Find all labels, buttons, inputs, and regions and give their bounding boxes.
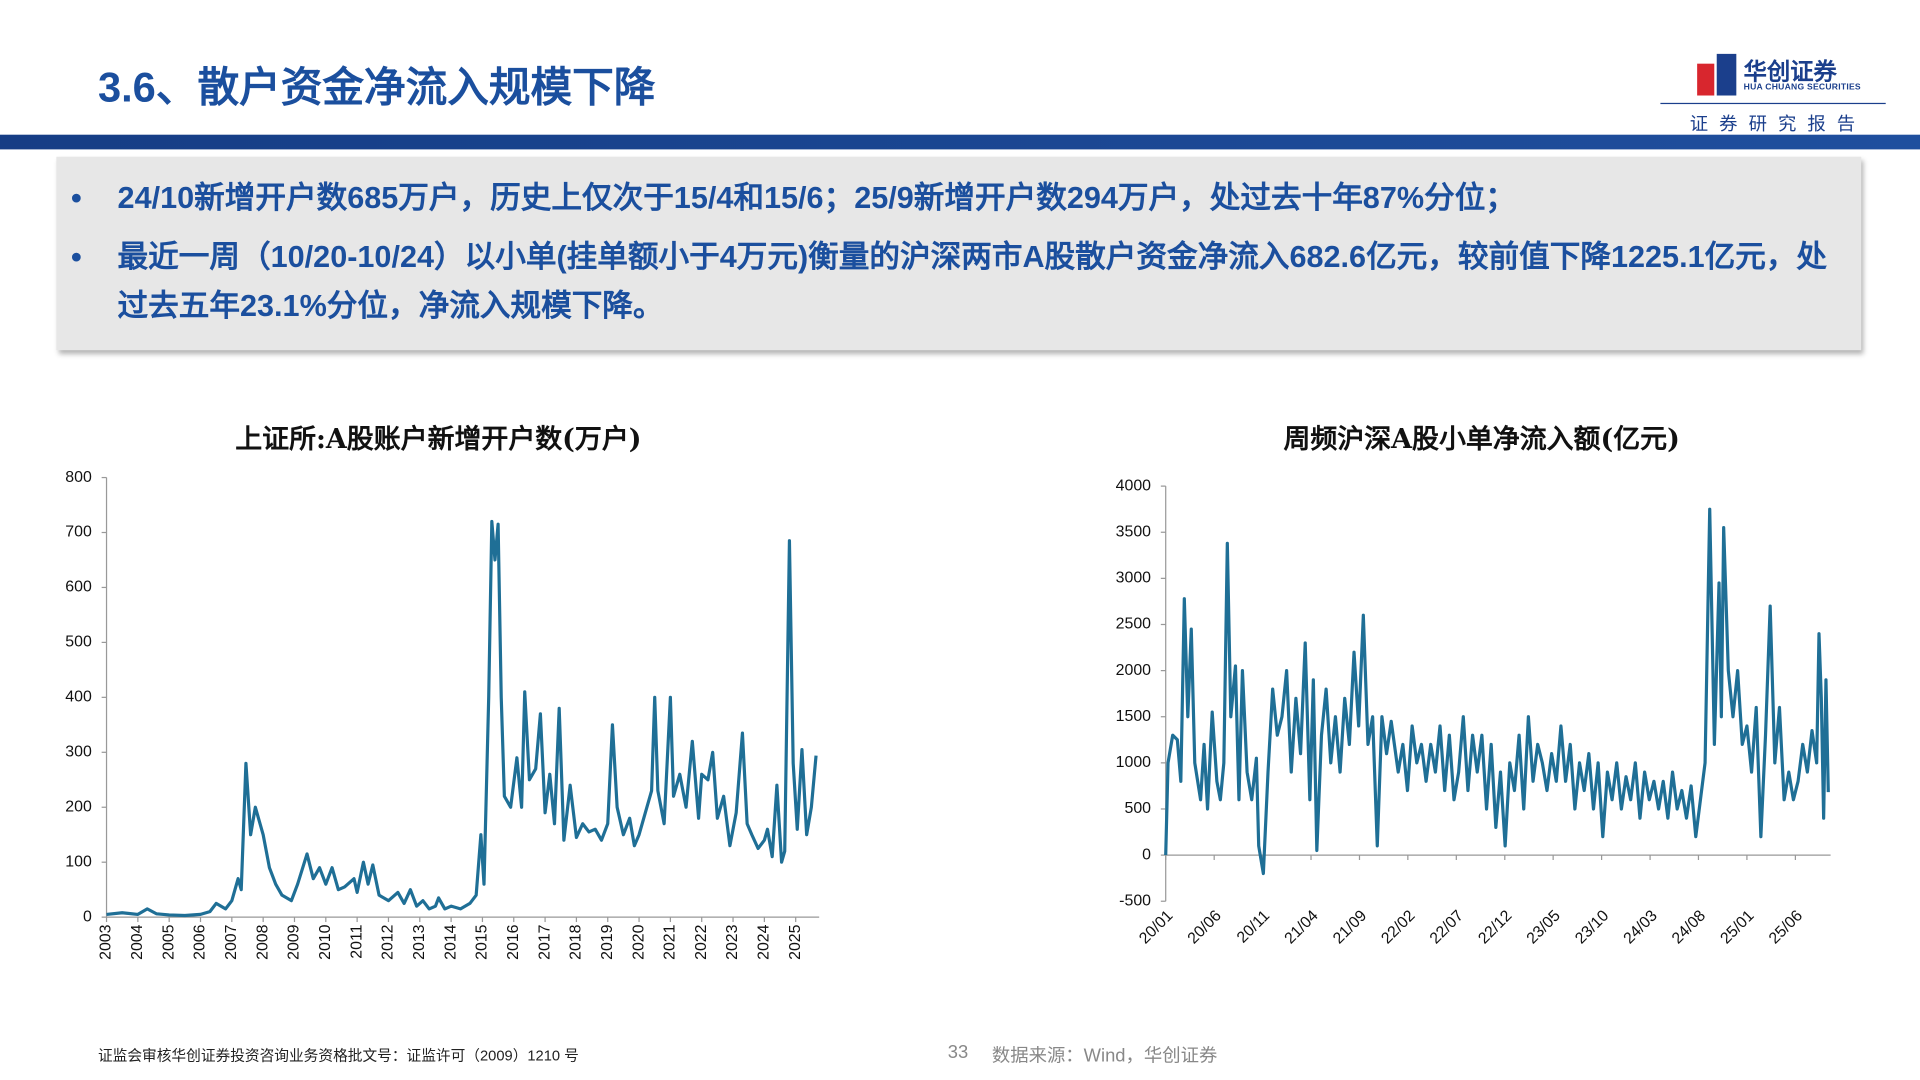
x-tick-label: 2013 <box>411 924 428 960</box>
x-tick-label: 22/07 <box>1427 907 1467 947</box>
slide-title: 3.6、散户资金净流入规模下降 <box>97 64 656 112</box>
header-bar <box>0 134 1920 150</box>
x-tick-label: 23/10 <box>1572 907 1612 947</box>
x-tick-label: 25/01 <box>1717 907 1757 947</box>
y-tick-label: 700 <box>65 524 92 541</box>
data-line <box>106 519 818 918</box>
y-tick-label: 2500 <box>1116 616 1152 633</box>
y-tick-label: 1500 <box>1116 708 1152 725</box>
report-tag: 证券研究报告 <box>1689 112 1867 135</box>
x-tick-label: 2008 <box>254 924 271 960</box>
logo-icon <box>1697 53 1737 96</box>
x-tick-label: 2011 <box>348 924 365 958</box>
y-tick-label: 200 <box>65 798 92 815</box>
x-tick-label: 2010 <box>317 924 334 960</box>
x-tick-label: 2009 <box>286 924 303 960</box>
x-tick-label: 25/06 <box>1766 907 1806 947</box>
bullet: 24/10新增开户数685万户，历史上仅次于15/4和15/6；25/9新增开户… <box>71 174 1832 223</box>
logo-blue <box>1716 53 1737 96</box>
y-tick-label: 500 <box>65 634 92 651</box>
data-line <box>1164 507 1830 876</box>
page-number: 33 <box>947 1042 969 1063</box>
x-tick-label: 2024 <box>756 924 773 960</box>
y-tick-label: 800 <box>65 469 92 486</box>
x-tick-label: 20/06 <box>1185 907 1225 947</box>
logo-text: 华创证券 <box>1743 60 1837 86</box>
y-tick-label: 400 <box>65 689 92 706</box>
x-tick-label: 2012 <box>380 924 397 960</box>
chart-title: 上证所:A股账户新增开户数(万户) <box>235 423 641 455</box>
x-tick-label: 2021 <box>662 924 679 960</box>
y-tick-label: 4000 <box>1116 477 1152 494</box>
x-tick-label: 2023 <box>724 924 741 960</box>
y-tick-label: 0 <box>1142 846 1151 863</box>
x-tick-label: 2017 <box>536 924 553 960</box>
x-tick-label: 20/01 <box>1136 907 1176 947</box>
x-tick-label: 2014 <box>442 924 459 960</box>
x-tick-label: 2019 <box>599 924 616 960</box>
x-tick-label: 2022 <box>693 924 710 960</box>
x-tick-label: 2003 <box>98 924 115 960</box>
license-note: 证监会审核华创证券投资咨询业务资格批文号：证监许可（2009）1210 号 <box>97 1046 579 1065</box>
x-tick-label: 21/09 <box>1330 907 1370 947</box>
logo-rule <box>1660 102 1886 105</box>
x-tick-label: 24/03 <box>1621 907 1661 947</box>
y-tick-label: 500 <box>1124 800 1151 817</box>
y-tick-label: 100 <box>65 853 92 870</box>
x-tick-label: 20/11 <box>1234 907 1273 946</box>
x-tick-label: 2025 <box>787 924 804 960</box>
x-tick-label: 22/02 <box>1378 907 1418 947</box>
y-tick-label: 0 <box>83 908 92 925</box>
x-tick-label: 2007 <box>223 924 240 960</box>
bullet: 最近一周（10/20-10/24）以小单(挂单额小于4万元)衡量的沪深两市A股散… <box>71 233 1832 331</box>
x-tick-label: 2018 <box>568 924 585 960</box>
x-tick-label: 2006 <box>192 924 209 960</box>
x-tick-label: 22/12 <box>1475 907 1515 947</box>
summary-box: 24/10新增开户数685万户，历史上仅次于15/4和15/6；25/9新增开户… <box>56 156 1862 351</box>
x-tick-label: 2005 <box>160 924 177 960</box>
logo-red <box>1697 63 1715 96</box>
chart-title: 周频沪深A股小单净流入额(亿元) <box>1283 424 1679 455</box>
x-tick-label: 24/08 <box>1669 907 1709 947</box>
x-tick-label: 2015 <box>474 924 491 960</box>
y-tick-label: 3500 <box>1116 523 1152 540</box>
x-tick-label: 2020 <box>630 924 647 960</box>
y-tick-label: -500 <box>1119 892 1151 909</box>
x-tick-label: 21/04 <box>1282 907 1322 947</box>
y-tick-label: 2000 <box>1116 662 1152 679</box>
y-tick-label: 600 <box>65 579 92 596</box>
x-tick-label: 2004 <box>129 924 146 960</box>
logo-subtext: HUA CHUANG SECURITIES <box>1743 83 1861 92</box>
y-tick-label: 300 <box>65 743 92 760</box>
x-tick-label: 2016 <box>505 924 522 960</box>
source-note: 数据来源：Wind，华创证券 <box>991 1045 1218 1067</box>
y-tick-label: 1000 <box>1116 754 1152 771</box>
y-tick-label: 3000 <box>1116 570 1152 587</box>
x-tick-label: 23/05 <box>1524 907 1564 947</box>
